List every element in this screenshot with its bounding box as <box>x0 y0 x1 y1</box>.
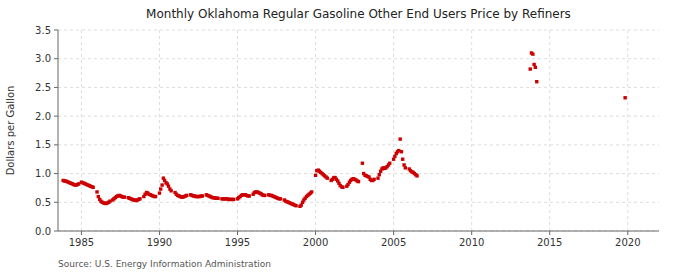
grid-line <box>549 30 550 231</box>
tick <box>237 231 238 235</box>
tick <box>54 144 58 145</box>
tick <box>159 231 160 235</box>
tick-label: 1.5 <box>35 139 51 150</box>
annotation: Source: U.S. Energy Information Administ… <box>58 259 271 269</box>
grid-line <box>393 30 394 231</box>
title: Monthly Oklahoma Regular Gasoline Other … <box>146 7 571 21</box>
tick <box>81 231 82 235</box>
point <box>401 158 404 161</box>
point <box>201 194 204 197</box>
grid-line <box>81 30 82 231</box>
point <box>361 162 364 165</box>
tick-label: 2005 <box>381 237 406 248</box>
point <box>400 150 403 153</box>
point <box>529 67 532 70</box>
point <box>326 176 329 179</box>
tick <box>54 116 58 117</box>
grid-line <box>58 144 659 145</box>
point <box>378 173 381 176</box>
chart: 0.0 0.5 1.0 1.5 2.0 2.5 3.0 3.5 1985 1990 1995 2000… <box>0 0 675 275</box>
point <box>154 195 157 198</box>
tick-label: 3.0 <box>35 53 51 64</box>
grid-line <box>58 30 659 31</box>
point <box>534 66 537 69</box>
point <box>160 183 163 186</box>
point <box>138 197 141 200</box>
point <box>388 162 391 165</box>
tick-label: 1995 <box>225 237 250 248</box>
point <box>404 166 407 169</box>
point <box>294 204 297 207</box>
tick-label: 0.0 <box>35 226 51 237</box>
points <box>61 51 626 208</box>
tick <box>549 231 550 235</box>
tick-label: 2.5 <box>35 82 51 93</box>
point <box>158 191 161 194</box>
grid <box>58 30 659 231</box>
grid-line <box>627 30 628 231</box>
point <box>310 190 313 193</box>
tick <box>54 173 58 174</box>
tick-label: 2020 <box>615 237 640 248</box>
point <box>248 194 251 197</box>
y-axis-line <box>58 30 59 231</box>
tick-label: 0.5 <box>35 197 51 208</box>
point <box>232 198 235 201</box>
tick <box>315 231 316 235</box>
point <box>531 52 534 55</box>
tick <box>54 202 58 203</box>
point <box>159 187 162 190</box>
tick-label: 1990 <box>147 237 172 248</box>
point <box>376 176 379 179</box>
grid-line <box>58 87 659 88</box>
point <box>372 178 375 181</box>
tick <box>54 87 58 88</box>
tick-label: 1.0 <box>35 168 51 179</box>
grid-line <box>237 30 238 231</box>
tick <box>471 231 472 235</box>
point <box>415 174 418 177</box>
point <box>535 80 538 83</box>
x-axis-line <box>58 231 659 232</box>
point <box>216 197 219 200</box>
tick-label: 2000 <box>303 237 328 248</box>
grid-line <box>58 202 659 203</box>
point <box>279 197 282 200</box>
tick <box>393 231 394 235</box>
tick-label: 3.5 <box>35 25 51 36</box>
axes: 0.0 0.5 1.0 1.5 2.0 2.5 3.0 3.5 1985 1990 1995 2000… <box>35 25 659 249</box>
grid-line <box>471 30 472 231</box>
point <box>123 195 126 198</box>
point <box>341 186 344 189</box>
grid-line <box>315 30 316 231</box>
point <box>623 96 626 99</box>
point <box>314 174 317 177</box>
point <box>91 186 94 189</box>
grid-line <box>159 30 160 231</box>
tick <box>54 58 58 59</box>
point <box>95 190 98 193</box>
point <box>398 137 401 140</box>
tick-label: 2015 <box>537 237 562 248</box>
grid-line <box>58 231 659 232</box>
point <box>263 194 266 197</box>
tick <box>54 30 58 31</box>
grid-line <box>58 116 659 117</box>
point <box>185 194 188 197</box>
grid-line <box>58 58 659 59</box>
tick <box>627 231 628 235</box>
tick-label: 1985 <box>69 237 94 248</box>
grid-line <box>58 173 659 174</box>
point <box>169 189 172 192</box>
tick <box>54 231 58 232</box>
point <box>357 180 360 183</box>
y-axis-label: Dollars per Gallon <box>5 86 16 176</box>
tick-label: 2.0 <box>35 111 51 122</box>
tick-label: 2010 <box>459 237 484 248</box>
